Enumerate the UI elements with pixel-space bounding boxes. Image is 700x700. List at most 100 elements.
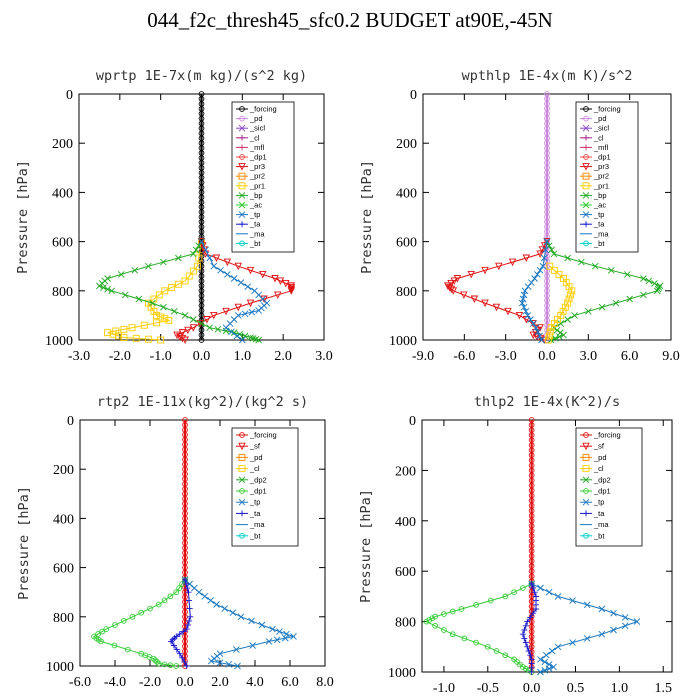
data-point — [598, 303, 606, 311]
data-point — [195, 588, 203, 596]
data-point — [155, 291, 163, 299]
legend-label: _pr1 — [593, 181, 609, 190]
x-tick-label: 2.0 — [274, 349, 292, 364]
data-point — [538, 336, 545, 344]
data-point — [470, 295, 479, 304]
data-point — [530, 585, 537, 591]
data-point — [551, 335, 559, 342]
legend-label: _pr3 — [249, 162, 265, 171]
data-point — [138, 609, 145, 616]
legend-marker — [239, 115, 245, 122]
data-point — [241, 332, 249, 340]
data-point — [543, 238, 551, 246]
legend-marker — [582, 182, 590, 190]
series-line — [546, 241, 661, 341]
data-point — [203, 316, 211, 324]
data-point — [621, 614, 629, 621]
data-point — [144, 335, 152, 343]
data-point — [222, 324, 230, 332]
data-point — [213, 601, 220, 608]
data-point — [542, 651, 550, 659]
series-line — [98, 241, 259, 341]
data-point — [423, 618, 430, 625]
data-point — [621, 622, 629, 630]
series-bp — [543, 238, 664, 344]
legend-marker — [582, 453, 590, 461]
y-tick-label: 1000 — [388, 666, 416, 681]
data-point — [521, 627, 528, 633]
x-tick-label: 3.0 — [580, 349, 598, 364]
series-forcing — [544, 91, 550, 343]
legend-label: _dp1 — [249, 153, 267, 162]
legend-marker — [239, 134, 245, 141]
data-point — [653, 287, 661, 295]
series-line — [521, 241, 548, 341]
data-point — [131, 266, 139, 274]
data-point — [228, 328, 235, 336]
series-forcing — [198, 91, 205, 343]
data-point — [129, 613, 136, 620]
data-point — [186, 617, 193, 624]
data-point — [432, 613, 439, 620]
data-point — [210, 262, 218, 270]
x-tick-label: 9.0 — [662, 349, 680, 364]
legend-marker — [239, 488, 245, 494]
legend-label: _tp — [249, 498, 260, 507]
data-point — [149, 299, 156, 307]
x-tick-label: 2.0 — [211, 675, 229, 690]
legend-label: _cl — [593, 133, 604, 142]
y-tick-label: 200 — [53, 463, 74, 478]
data-point — [111, 642, 118, 649]
y-axis-label: Pressure [hPa] — [359, 160, 375, 274]
data-point — [460, 291, 468, 299]
data-point — [521, 635, 528, 642]
data-point — [633, 618, 641, 625]
data-point — [520, 303, 528, 311]
data-point — [528, 669, 535, 675]
legend-label: _cl — [249, 133, 260, 142]
legend-marker — [238, 498, 246, 506]
y-axis-label: Pressure [hPa] — [15, 160, 31, 274]
data-point — [525, 648, 532, 654]
data-point — [128, 324, 136, 332]
data-point — [210, 311, 218, 320]
figure-title: 044_f2c_thresh45_sfc0.2 BUDGET at90E,-45… — [147, 8, 553, 32]
series-line — [93, 579, 186, 667]
data-point — [192, 246, 200, 254]
data-point — [157, 336, 165, 344]
data-point — [550, 266, 558, 274]
data-point — [154, 659, 160, 665]
data-point — [96, 282, 103, 290]
y-tick-label: 400 — [395, 515, 416, 530]
data-point — [265, 638, 273, 645]
data-point — [269, 625, 276, 633]
data-point — [201, 592, 209, 600]
legend-label: _bp — [593, 191, 607, 200]
data-point — [541, 658, 549, 666]
data-point — [124, 646, 131, 653]
y-tick-label: 0 — [66, 88, 73, 103]
data-point — [176, 650, 183, 657]
data-point — [195, 242, 203, 250]
data-point — [190, 250, 197, 258]
x-tick-label: -1.0 — [150, 349, 172, 364]
legend-marker — [238, 182, 246, 190]
data-point — [536, 266, 544, 274]
data-point — [547, 324, 555, 332]
data-point — [544, 336, 552, 344]
data-point — [556, 333, 563, 341]
panel-title: wpthlp 1E-4x(m K)/s^2 — [462, 68, 633, 84]
legend-label: _forcing — [593, 105, 621, 114]
data-point — [175, 254, 182, 262]
data-point — [536, 324, 544, 332]
data-point — [140, 321, 148, 329]
data-point — [132, 334, 140, 342]
data-point — [161, 315, 169, 323]
data-point — [555, 270, 563, 278]
data-point — [104, 329, 112, 337]
data-point — [255, 307, 262, 314]
legend-marker — [239, 106, 245, 112]
data-point — [537, 668, 544, 676]
data-point — [161, 661, 168, 668]
x-tick-label: -6.0 — [453, 349, 475, 364]
